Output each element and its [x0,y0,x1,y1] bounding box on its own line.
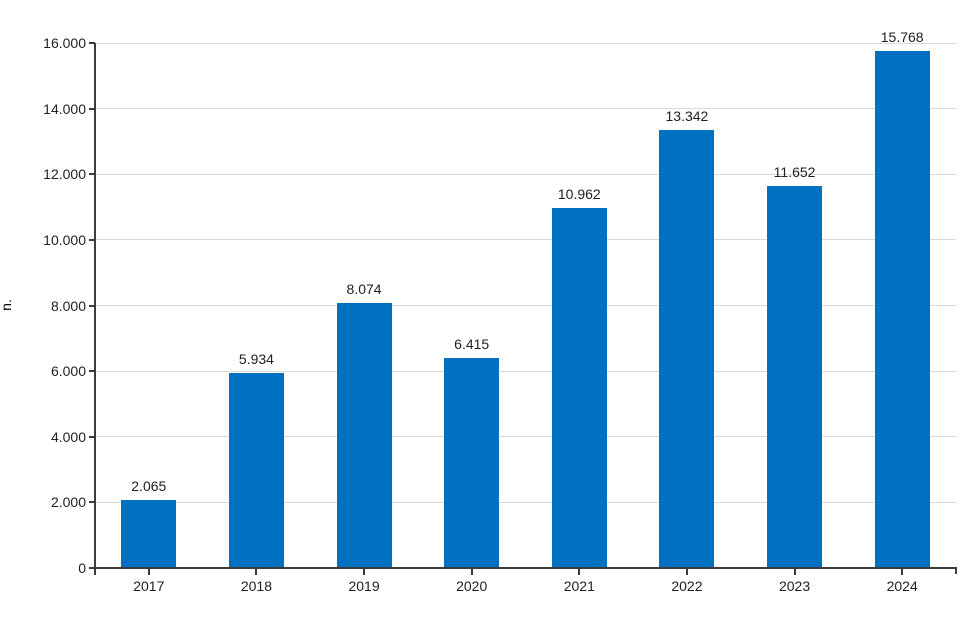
x-tick-mark [793,569,796,575]
y-tick-label: 8.000 [50,297,86,314]
gridline [95,501,956,503]
y-tick-mark [89,107,95,110]
x-tick-label: 2021 [563,578,595,594]
bar-2019 [336,303,392,568]
bar-value-label: 15.768 [880,28,924,45]
y-tick-mark [89,370,95,373]
y-tick-mark [89,42,95,44]
bar-value-label: 5.934 [238,351,274,368]
x-tick-label: 2019 [348,578,380,594]
y-tick-label: 16.000 [43,35,86,51]
x-tick-label: 2024 [886,578,918,594]
bar-2023 [767,185,823,568]
x-tick-mark [363,569,366,575]
bar-2018 [228,373,284,568]
bar-2021 [551,208,607,568]
y-tick-label: 6.000 [50,363,86,380]
x-axis-line [94,567,957,569]
gridline [95,108,956,110]
bar-2022 [659,130,715,568]
bar-value-label: 13.342 [665,108,709,125]
y-tick-mark [89,173,95,176]
bar-2020 [444,357,500,568]
x-tick-mark [470,569,473,575]
y-tick-mark [89,501,95,504]
y-tick-label: 4.000 [50,428,86,445]
bar-value-label: 2.065 [131,478,167,495]
bar-value-label: 6.415 [454,335,490,352]
y-tick-label: 0 [78,560,86,576]
y-tick-mark [89,304,95,307]
gridline [95,305,956,306]
gridline [95,370,956,372]
gridline [95,239,956,241]
y-tick-label: 14.000 [43,100,86,117]
y-tick-mark [89,435,95,438]
x-tick-mark [255,569,258,575]
x-tick-mark [685,569,688,575]
gridline [95,173,956,175]
bar-value-label: 11.652 [773,163,816,180]
y-tick-label: 2.000 [50,494,86,511]
x-tick-label: 2018 [240,578,273,594]
y-tick-label: 12.000 [43,166,86,183]
x-tick-mark [578,569,581,575]
bar-value-label: 8.074 [346,281,382,298]
bar-2024 [874,50,930,568]
x-tick-label: 2017 [133,578,165,594]
x-tick-label: 2022 [671,578,703,594]
x-tick-mark [901,569,904,575]
x-tick-mark [147,569,150,575]
y-tick-label: 10.000 [43,231,86,248]
y-tick-mark [89,238,95,241]
x-axis-end-tick [955,569,957,574]
bar-value-label: 10.962 [557,186,601,203]
bar-2017 [121,500,177,568]
x-tick-label: 2023 [778,578,811,594]
x-tick-label: 2020 [456,578,488,594]
gridline [95,436,956,438]
gridline [95,42,956,44]
y-axis-line [94,43,96,575]
y-tick-mark [89,567,95,569]
